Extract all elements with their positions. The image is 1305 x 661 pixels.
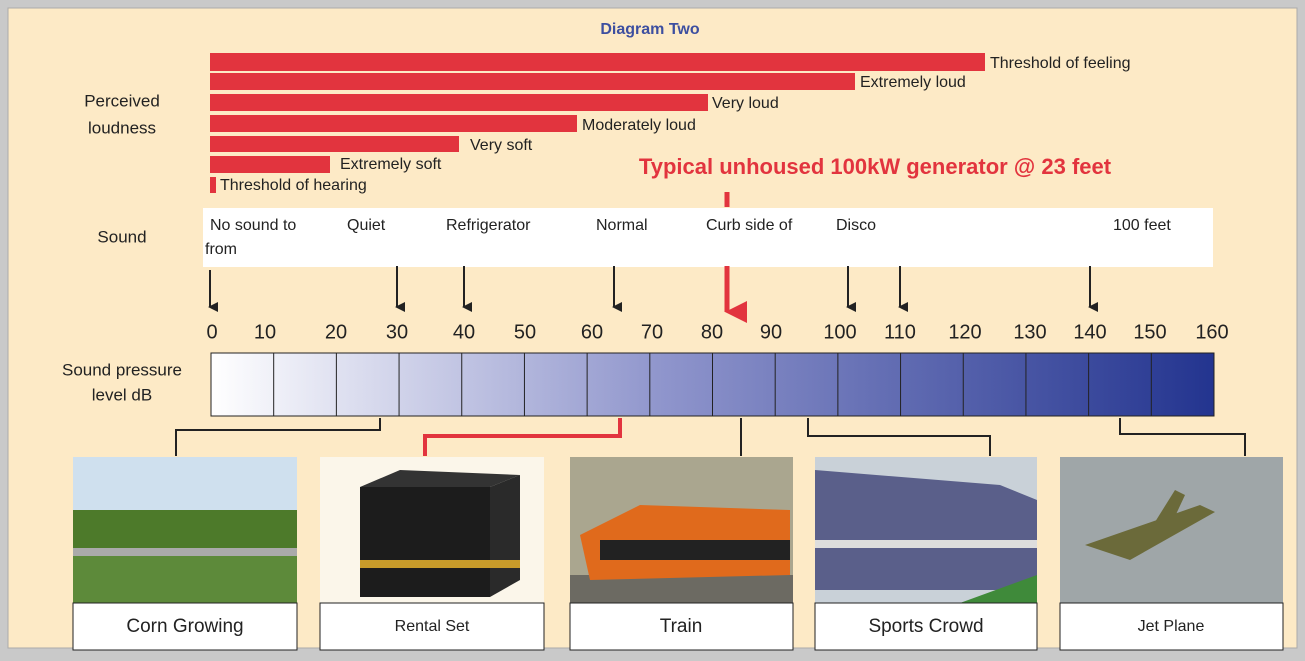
photos [73,457,1283,603]
caption: Jet Plane [1138,618,1205,635]
scale-label: 160 [1195,321,1228,343]
scale-label: 50 [514,321,536,343]
sound: from [205,241,237,258]
photo-jet [1060,457,1283,603]
sound: Normal [596,217,648,234]
scale-label: 40 [453,321,475,343]
scale-label: 30 [386,321,408,343]
sound: Quiet [347,217,386,234]
scale-label: 20 [325,321,347,343]
photo-stadium [815,457,1037,603]
headline: Typical unhoused 100kW generator @ 23 fe… [639,154,1112,179]
level: Extremely loud [860,74,966,91]
diagram: Diagram Two Threshold of feeling Extreme… [0,0,1305,656]
sound: Curb side of [706,217,793,234]
label: loudness [88,118,156,137]
label: Sound pressure [62,360,182,379]
caption: Train [660,616,703,637]
level: Moderately loud [582,117,696,134]
scale-label: 0 [206,321,217,343]
sound: Disco [836,217,876,234]
page: Diagram Two Threshold of feeling Extreme… [0,0,1305,656]
level: Threshold of hearing [220,177,367,194]
caption: Corn Growing [126,616,243,637]
scale-label: 70 [641,321,663,343]
scale-label: 60 [581,321,603,343]
scale-label: 80 [701,321,723,343]
photo-generator [320,457,544,603]
scale-label: 10 [254,321,276,343]
label: level dB [92,385,152,404]
scale-label: 90 [760,321,782,343]
level: Threshold of feeling [990,55,1131,72]
sound: 100 feet [1113,217,1171,234]
scale-label: 150 [1133,321,1166,343]
level: Very soft [470,137,533,154]
scale-label: 120 [948,321,981,343]
photo-corn [73,457,297,603]
sound: No sound to [210,217,296,234]
scale-label: 140 [1073,321,1106,343]
captions: Corn Growing Rental Set Train Sports Cro… [73,603,1283,650]
scale-label: 110 [884,321,916,343]
level: Very loud [712,95,779,112]
title: Diagram Two [600,21,700,38]
label: Sound [97,227,146,246]
sound: Refrigerator [446,217,531,234]
label: Perceived [84,91,160,110]
level: Extremely soft [340,156,442,173]
scale-label: 100 [823,321,856,343]
photo-train [570,457,793,603]
scale-label: 130 [1013,321,1046,343]
caption: Rental Set [395,618,470,635]
caption: Sports Crowd [868,616,983,637]
